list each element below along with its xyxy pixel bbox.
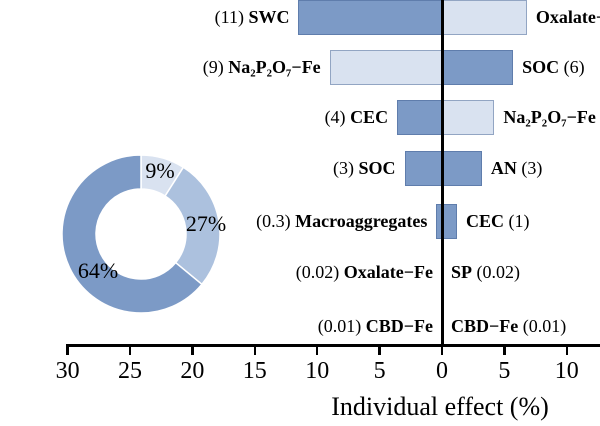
row-label-name: SP: [451, 262, 473, 282]
zero-axis-line: [440, 0, 444, 347]
row-label-value: (0.02): [472, 262, 521, 282]
row-label-name: CEC: [350, 107, 389, 127]
row-label-right: Na₂P₂O₇−Fe: [503, 108, 595, 126]
row-label-name: AN: [490, 158, 517, 178]
x-axis-tick-label: 25: [118, 358, 142, 384]
row-label-name: Oxalate−Fe: [535, 7, 600, 27]
row-label-value: (0.02): [295, 262, 344, 282]
x-axis-tick: [191, 347, 194, 355]
row-label-value: (9): [202, 57, 229, 77]
donut-slice: [61, 154, 203, 314]
row-label-left: (0.3) Macroaggregates: [256, 212, 427, 230]
row-label-name: SOC: [358, 158, 396, 178]
x-axis-tick: [253, 347, 257, 355]
x-axis-tick-label: 10: [305, 358, 330, 384]
row-label-name: CBD−Fe: [451, 316, 519, 336]
row-label-name: CBD−Fe: [365, 316, 433, 336]
x-axis-tick-label: 30: [55, 358, 80, 384]
x-axis-tick: [503, 347, 506, 355]
row-label-name: Na₂P₂O₇−Fe: [228, 57, 321, 77]
bar-right: [442, 150, 482, 186]
donut-slice: [164, 166, 221, 286]
row-label-value: (4): [324, 107, 351, 127]
row-label-value: (0.01): [317, 316, 366, 336]
row-label-name: Na₂P₂O₇−Fe: [503, 107, 596, 127]
x-axis-title: Individual effect (%): [331, 392, 549, 421]
x-axis-tick: [565, 347, 569, 355]
bar-right: [442, 0, 527, 35]
row-label-left: (9) Na₂P₂O₇−Fe: [203, 58, 321, 76]
x-axis-tick: [315, 347, 319, 355]
row-label-left: (0.02) Oxalate−Fe: [296, 263, 433, 281]
x-axis-tick: [128, 347, 132, 355]
row-label-value: (11): [214, 7, 249, 27]
bar-left: [397, 99, 442, 135]
row-label-right: CBD−Fe (0.01): [451, 317, 566, 335]
row-label-name: SWC: [248, 7, 290, 27]
row-label-value: (3): [333, 158, 359, 178]
row-label-value: (6): [559, 57, 585, 77]
x-axis-tick: [378, 347, 381, 355]
row-label-left: (0.01) CBD−Fe: [318, 317, 433, 335]
row-label-right: Oxalate−Fe: [536, 8, 600, 26]
row-label-name: Macroaggregates: [295, 211, 428, 231]
row-label-value: (0.01): [518, 316, 567, 336]
row-label-name: SOC: [522, 57, 560, 77]
x-axis-tick: [66, 347, 69, 355]
row-label-left: (4) CEC: [325, 108, 389, 126]
bar-right: [442, 99, 495, 135]
bar-left: [298, 0, 442, 35]
row-label-right: AN (3): [491, 159, 543, 177]
x-axis-tick-label: 10: [554, 358, 579, 384]
x-axis-tick-label: 20: [180, 358, 205, 384]
x-axis-tick: [440, 347, 444, 355]
x-axis-line: [66, 344, 600, 347]
bar-left: [329, 49, 442, 85]
row-label-value: (0.3): [256, 211, 296, 231]
row-label-name: Oxalate−Fe: [343, 262, 433, 282]
row-label-right: SOC (6): [522, 58, 585, 76]
row-label-name: CEC: [465, 211, 504, 231]
donut-slice-label: 64%: [77, 258, 119, 283]
row-label-left: (11) SWC: [215, 8, 290, 26]
bar-right: [442, 203, 457, 239]
row-label-value: (3): [516, 158, 543, 178]
bar-right: [442, 49, 514, 85]
donut-chart: [61, 154, 221, 314]
x-axis-tick-label: 5: [373, 358, 386, 384]
x-axis-tick-label: 0: [436, 358, 448, 384]
row-label-right: CEC (1): [466, 212, 530, 230]
row-label-right: SP (0.02): [451, 263, 520, 281]
bar-left: [404, 150, 442, 186]
row-label-left: (3) SOC: [333, 159, 396, 177]
row-label-value: (1): [503, 211, 530, 231]
x-axis-tick-label: 15: [242, 358, 267, 384]
donut-slice-label: 27%: [185, 211, 227, 236]
donut-slice-label: 9%: [145, 158, 175, 183]
x-axis-tick-label: 5: [498, 358, 511, 384]
